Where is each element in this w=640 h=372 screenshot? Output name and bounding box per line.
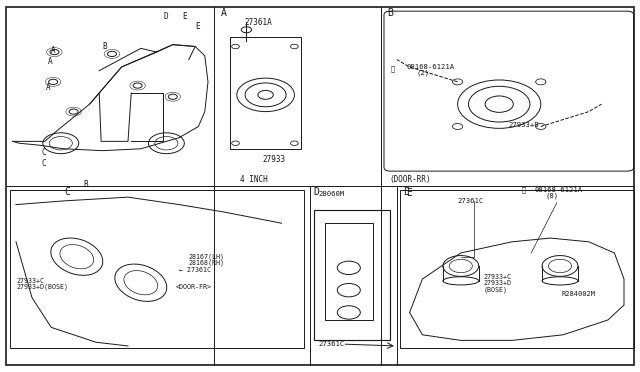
- Text: 27933+D(BOSE): 27933+D(BOSE): [16, 284, 68, 291]
- Text: E: E: [406, 189, 412, 198]
- Text: 27933+C: 27933+C: [16, 278, 44, 284]
- Text: C: C: [64, 187, 70, 196]
- Text: E: E: [195, 22, 200, 31]
- Text: 27933+B: 27933+B: [509, 122, 540, 128]
- Text: D: D: [314, 187, 319, 196]
- Text: A: A: [48, 57, 52, 66]
- Text: 27361C: 27361C: [318, 341, 344, 347]
- Text: C: C: [42, 148, 46, 157]
- Text: R284002M: R284002M: [562, 291, 596, 297]
- Text: A: A: [46, 83, 51, 92]
- Text: ← 27361C: ← 27361C: [179, 267, 211, 273]
- Text: (2): (2): [416, 69, 429, 76]
- Text: Ⓢ: Ⓢ: [522, 186, 526, 193]
- Bar: [10, 190, 304, 348]
- Text: 27933+D: 27933+D: [483, 280, 511, 286]
- Text: 08168-6121A: 08168-6121A: [406, 64, 454, 70]
- Text: D: D: [163, 12, 168, 21]
- Text: 27933+C: 27933+C: [483, 274, 511, 280]
- Text: A: A: [221, 8, 227, 18]
- Text: B: B: [387, 8, 393, 18]
- Text: 27361C: 27361C: [458, 198, 484, 204]
- Text: <DOOR-FR>: <DOOR-FR>: [176, 284, 212, 290]
- Text: 08168-6121A: 08168-6121A: [534, 187, 582, 193]
- Bar: [314, 210, 390, 340]
- Text: E: E: [403, 187, 409, 196]
- Text: (BOSE): (BOSE): [483, 286, 507, 293]
- Text: (8): (8): [545, 192, 559, 199]
- Text: B: B: [102, 42, 107, 51]
- Text: 28060M: 28060M: [318, 191, 344, 197]
- Text: 27933: 27933: [262, 155, 285, 164]
- Text: Ⓢ: Ⓢ: [390, 65, 395, 72]
- Bar: [230, 37, 301, 149]
- Text: 4 INCH: 4 INCH: [240, 175, 268, 184]
- Bar: [325, 223, 373, 320]
- Text: E: E: [182, 12, 187, 21]
- Text: 27361A: 27361A: [244, 18, 272, 27]
- Bar: [400, 190, 634, 348]
- Text: C: C: [42, 159, 46, 168]
- Text: 28167(LH): 28167(LH): [189, 253, 225, 260]
- Text: B: B: [83, 180, 88, 189]
- Text: A: A: [51, 46, 56, 55]
- Text: 28168(RH): 28168(RH): [189, 259, 225, 266]
- Text: (DOOR-RR): (DOOR-RR): [389, 175, 431, 184]
